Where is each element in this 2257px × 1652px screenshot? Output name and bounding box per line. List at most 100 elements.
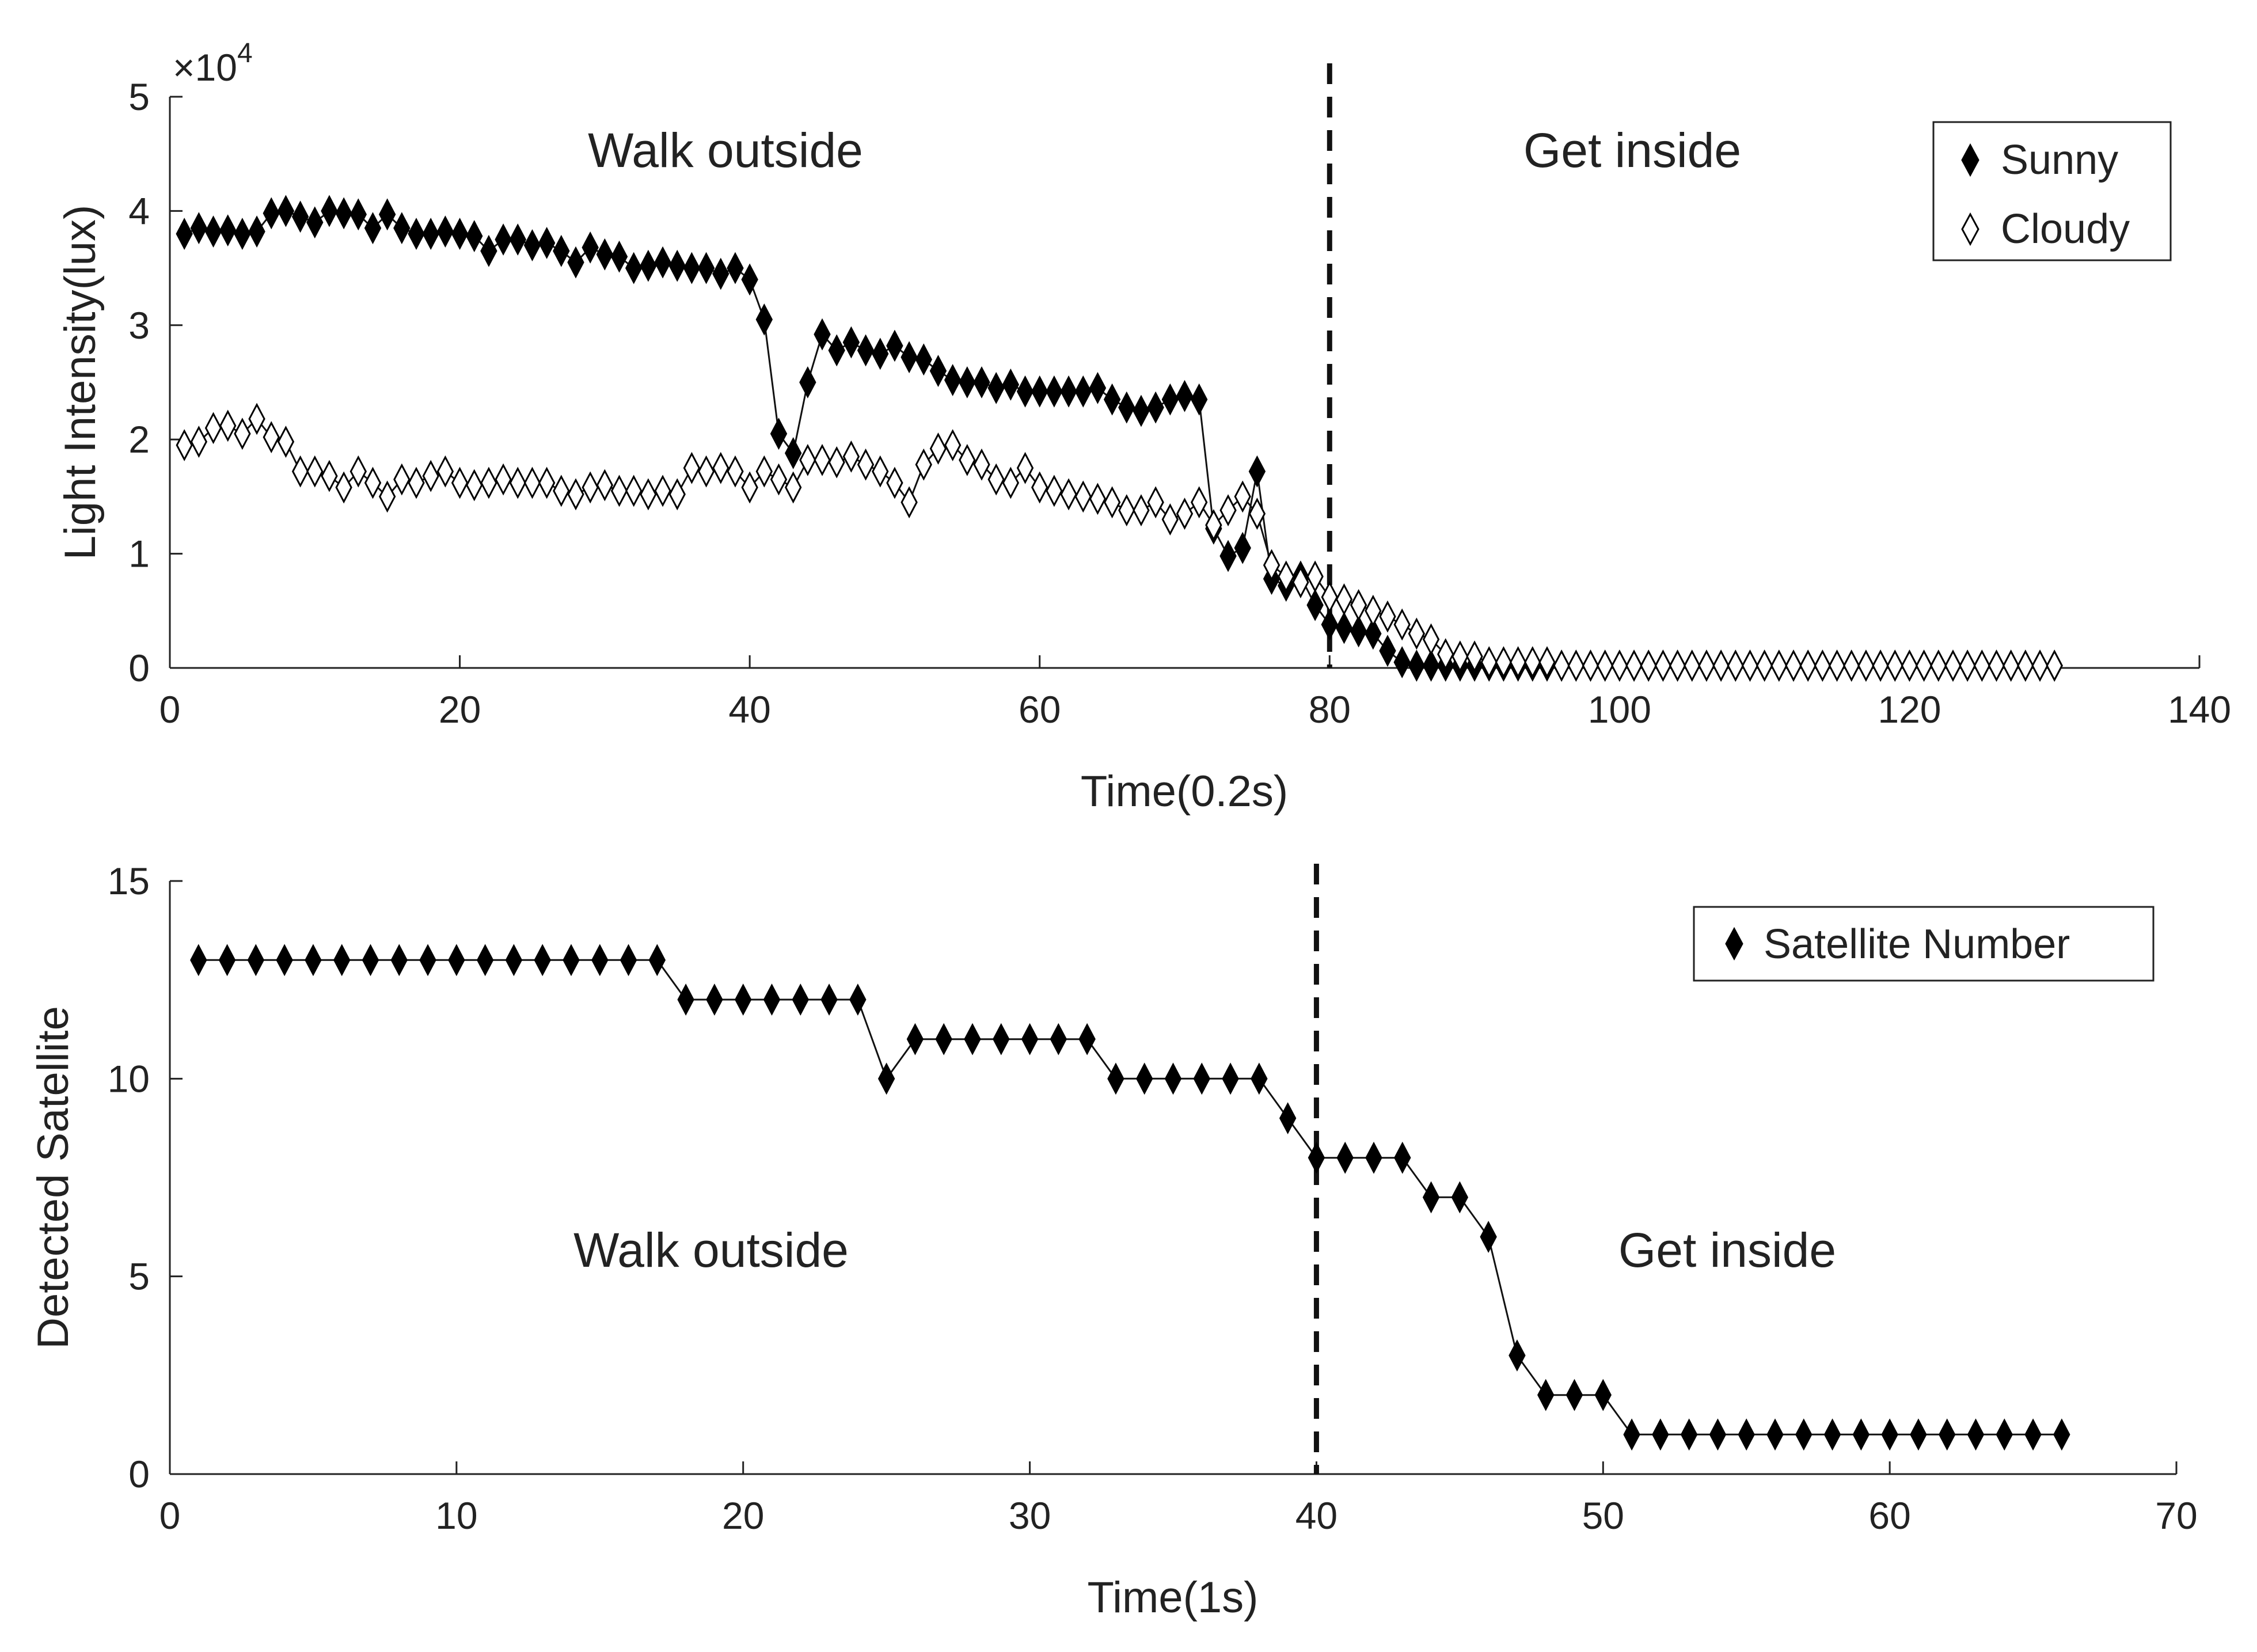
satellite-number-point <box>1078 1023 1096 1055</box>
sunny-point <box>625 252 643 284</box>
cloudy-point <box>1567 650 1585 682</box>
satellite-number-point <box>706 983 723 1016</box>
sunny-point <box>277 195 295 227</box>
sunny-point <box>306 206 324 239</box>
satellite-x-tick-label: 20 <box>722 1494 764 1537</box>
sunny-point <box>697 252 715 284</box>
satellite-number-point <box>276 944 293 977</box>
light-intensity-chart: 0 20 40 60 80 100 120 140 0 1 2 3 4 5 ×104 Time(0.2s)… <box>56 38 2231 816</box>
cloudy-point <box>1408 617 1426 650</box>
light-y-tick-label: 0 <box>128 647 150 689</box>
cloudy-point <box>900 486 918 519</box>
cloudy-point <box>1524 646 1541 679</box>
cloudy-point <box>1857 650 1875 682</box>
cloudy-point <box>291 455 309 488</box>
light-y-tick-label: 4 <box>128 189 150 232</box>
satellite-number-point <box>247 944 265 977</box>
sunny-point <box>1350 615 1367 648</box>
cloudy-point <box>1306 560 1324 593</box>
sunny-point <box>436 215 454 248</box>
light-x-tick-label: 0 <box>159 688 181 731</box>
sunny-point <box>900 341 918 374</box>
cloudy-point <box>1698 650 1715 682</box>
satellite-number-point <box>1480 1221 1497 1253</box>
cloudy-point <box>1379 600 1396 633</box>
sunny-point <box>828 334 845 367</box>
cloudy-point <box>987 463 1005 496</box>
satellite-number-point <box>563 944 580 977</box>
cloudy-point <box>248 402 265 435</box>
sunny-point <box>480 234 497 267</box>
satellite-number-point <box>820 983 838 1016</box>
cloudy-point <box>1002 466 1020 499</box>
cloudy-point <box>466 469 483 502</box>
sunny-point <box>1133 394 1150 427</box>
sunny-point <box>378 198 396 231</box>
sunny-point <box>451 218 469 250</box>
cloudy-point <box>610 474 628 507</box>
light-y-multiplier: ×104 <box>173 38 253 89</box>
cloudy-point <box>842 440 860 473</box>
cloudy-point <box>1872 650 1889 682</box>
cloudy-point <box>1785 650 1802 682</box>
sunny-point <box>915 343 932 376</box>
sunny-point <box>1103 383 1121 416</box>
sunny-point <box>553 234 570 267</box>
cloudy-point <box>1973 650 1991 682</box>
cloudy-point <box>929 432 947 465</box>
sunny-point <box>204 215 222 248</box>
cloudy-point <box>1756 650 1773 682</box>
satellite-number-point <box>218 944 236 977</box>
cloudy-point <box>1147 486 1164 519</box>
satellite-x-tick-label: 40 <box>1295 1494 1338 1537</box>
cloudy-point <box>523 466 541 499</box>
cloudy-point <box>1988 650 2005 682</box>
sunny-point <box>1219 540 1237 572</box>
light-x-tick-label: 120 <box>1878 688 1941 731</box>
cloudy-point <box>1480 646 1498 679</box>
sunny-point <box>872 337 889 370</box>
sunny-point <box>1248 455 1266 488</box>
satellite-y-tick-label: 0 <box>128 1453 150 1495</box>
cloudy-point <box>451 466 469 499</box>
light-y-tick-label: 3 <box>128 304 150 347</box>
legend-sunny-label: Sunny <box>2001 137 2118 183</box>
cloudy-point <box>1495 646 1513 679</box>
satellite-y-tick-label: 5 <box>128 1255 150 1298</box>
satellite-number-point <box>1823 1418 1841 1451</box>
cloudy-point <box>263 421 280 454</box>
satellite-number-point <box>1652 1418 1669 1451</box>
cloudy-point <box>1930 650 1947 682</box>
sunny-point <box>973 366 990 398</box>
cloudy-point <box>349 455 367 488</box>
light-annotation-get-inside: Get inside <box>1523 123 1741 177</box>
satellite-number-point <box>935 1023 952 1055</box>
satellite-number-point <box>677 983 694 1016</box>
satellite-number-point <box>906 1023 924 1055</box>
cloudy-point <box>2002 650 2020 682</box>
light-y-axis-label: Light Intensity(lux) <box>56 205 105 560</box>
cloudy-point <box>640 478 657 511</box>
sunny-point <box>857 334 875 367</box>
cloudy-point <box>799 443 816 476</box>
sunny-point <box>466 220 483 252</box>
light-x-tick-label: 80 <box>1309 688 1351 731</box>
sunny-point <box>987 371 1005 404</box>
sunny-point <box>176 218 193 250</box>
sunny-point <box>1379 635 1396 667</box>
sunny-point <box>727 252 744 284</box>
cloudy-point <box>1770 650 1788 682</box>
light-x-tick-label: 60 <box>1019 688 1061 731</box>
cloudy-point <box>1393 608 1411 641</box>
legend-cloudy-marker <box>1961 212 1979 246</box>
sunny-point <box>640 249 657 282</box>
sunny-point <box>799 366 816 398</box>
cloudy-point <box>654 474 671 507</box>
satellite-number-point <box>333 944 351 977</box>
satellite-x-tick-label: 70 <box>2155 1494 2197 1537</box>
satellite-number-point <box>792 983 809 1016</box>
satellite-number-point <box>1136 1062 1153 1095</box>
cloudy-point <box>741 471 758 504</box>
cloudy-point <box>697 455 715 488</box>
cloudy-point <box>625 474 643 507</box>
